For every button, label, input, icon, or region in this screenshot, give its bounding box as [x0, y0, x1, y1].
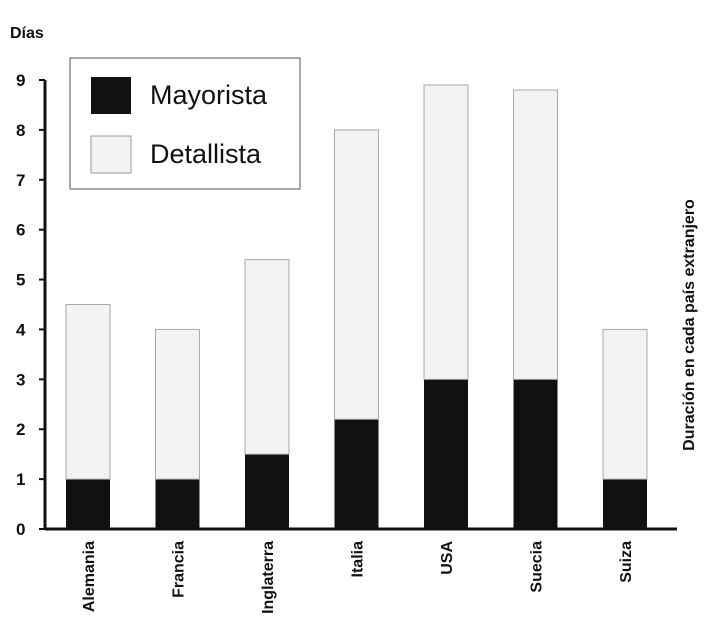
x-tick-label-suiza: Suiza: [618, 541, 635, 583]
x-axis-labels: Alemania Francia Inglaterra Italia USA Suecia…: [81, 541, 635, 614]
bar-detallista-suecia: [513, 89, 558, 380]
x-tick-label-alemania: Alemania: [81, 541, 98, 612]
legend: Mayorista Detallista: [69, 57, 301, 190]
bar-mayorista-italia: [334, 419, 379, 529]
bar-mayorista-usa: [424, 379, 468, 529]
legend-swatch-detallista: [90, 135, 132, 174]
bar-mayorista-suecia: [513, 379, 558, 529]
x-tick-label-inglaterra: Inglaterra: [260, 541, 277, 614]
y-tick-label: 7: [16, 171, 25, 190]
legend-swatch-mayorista: [91, 77, 131, 114]
y-tick-label: 9: [16, 71, 25, 90]
x-tick-label-italia: Italia: [350, 541, 367, 578]
bar-detallista-italia: [334, 129, 379, 420]
bar-detallista-inglaterra: [244, 259, 290, 455]
y-tick-label: 6: [16, 221, 25, 240]
right-axis-label: Duración en cada país extranjero: [681, 199, 698, 451]
bars-group: [65, 84, 648, 529]
y-tick-label: 5: [16, 271, 25, 290]
y-axis-ticks: 0 1 2 3 4 5 6 7 8 9: [16, 71, 45, 539]
x-tick-label-suecia: Suecia: [529, 541, 546, 593]
y-tick-label: 0: [16, 520, 25, 539]
legend-label-mayorista: Mayorista: [150, 80, 268, 110]
y-tick-label: 4: [16, 320, 26, 339]
bar-detallista-francia: [155, 328, 200, 480]
y-tick-label: 3: [16, 370, 25, 389]
legend-label-detallista: Detallista: [150, 139, 262, 169]
bar-detallista-suiza: [602, 328, 648, 480]
y-unit-label: Días: [10, 25, 44, 42]
bar-detallista-alemania: [65, 304, 111, 480]
x-tick-label-usa: USA: [439, 541, 456, 575]
x-tick-label-francia: Francia: [171, 541, 188, 598]
y-tick-label: 2: [16, 420, 25, 439]
bar-mayorista-suiza: [603, 479, 647, 529]
bar-mayorista-inglaterra: [245, 454, 289, 529]
bar-mayorista-alemania: [66, 479, 110, 529]
y-tick-label: 1: [16, 470, 25, 489]
bar-detallista-usa: [423, 84, 469, 380]
bar-mayorista-francia: [155, 479, 200, 529]
y-tick-label: 8: [16, 121, 25, 140]
